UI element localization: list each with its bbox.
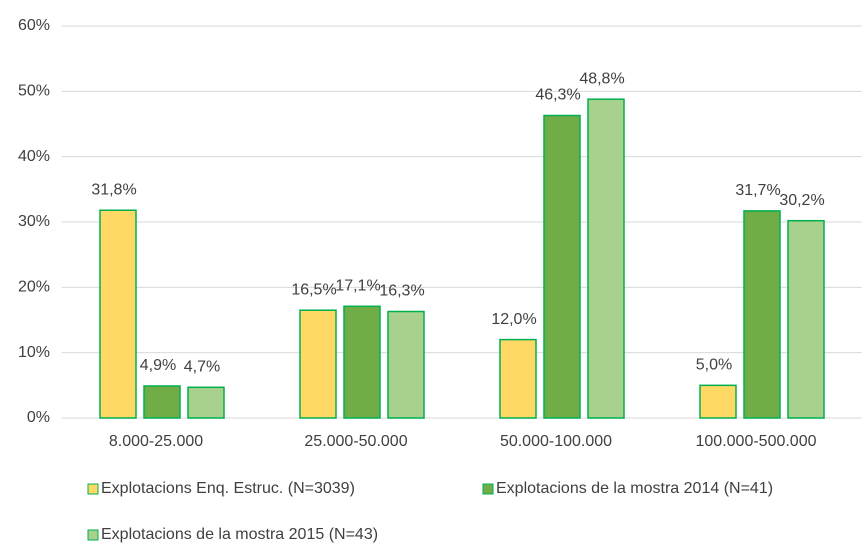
y-tick-label: 60% (18, 17, 50, 34)
bar (743, 210, 781, 419)
legend-label: Explotacions de la mostra 2015 (N=43) (101, 526, 378, 543)
legend-label: Explotacions Enq. Estruc. (N=3039) (101, 480, 355, 497)
value-label: 48,8% (579, 70, 624, 87)
y-tick-label: 0% (27, 409, 50, 426)
bar (187, 386, 225, 419)
y-tick-label: 50% (18, 83, 50, 100)
bar (499, 338, 537, 419)
x-tick-label: 8.000-25.000 (109, 433, 203, 450)
x-tick-label: 100.000-500.000 (696, 433, 817, 450)
value-label: 46,3% (535, 87, 580, 104)
value-label: 17,1% (335, 277, 380, 294)
legend-swatch (87, 483, 99, 495)
bar (587, 98, 625, 419)
value-label: 5,0% (696, 357, 732, 374)
legend-swatch (482, 483, 494, 495)
value-label: 30,2% (779, 192, 824, 209)
y-tick-label: 10% (18, 344, 50, 361)
value-label: 4,7% (184, 359, 220, 376)
x-tick-label: 50.000-100.000 (500, 433, 612, 450)
value-label: 12,0% (491, 311, 536, 328)
value-label: 4,9% (140, 357, 176, 374)
bar (387, 310, 425, 419)
bar (787, 219, 825, 419)
legend-swatch (87, 529, 99, 541)
bar (343, 305, 381, 419)
y-tick-label: 30% (18, 213, 50, 230)
bar (699, 384, 737, 419)
value-label: 16,5% (291, 281, 336, 298)
bar (99, 209, 137, 419)
value-label: 31,7% (735, 182, 780, 199)
value-label: 16,3% (379, 283, 424, 300)
bar (143, 385, 181, 419)
legend-label: Explotacions de la mostra 2014 (N=41) (496, 480, 773, 497)
value-label: 31,8% (91, 181, 136, 198)
y-tick-label: 40% (18, 148, 50, 165)
bar (299, 309, 337, 419)
x-tick-label: 25.000-50.000 (304, 433, 407, 450)
bar (543, 114, 581, 419)
y-tick-label: 20% (18, 279, 50, 296)
